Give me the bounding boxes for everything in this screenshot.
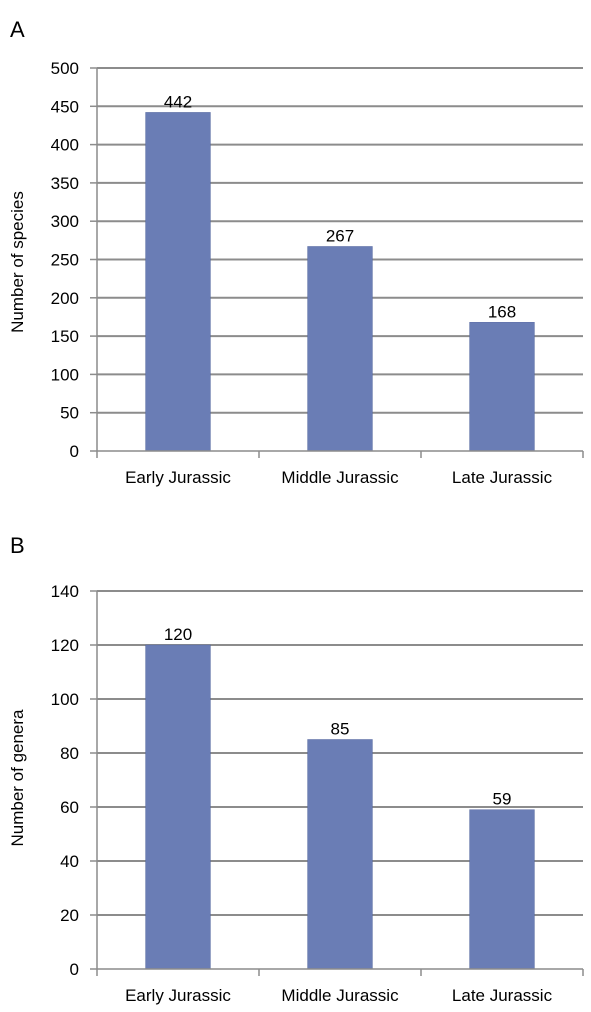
panel-a-category-label: Late Jurassic — [452, 468, 553, 487]
panel-b-data-label: 120 — [164, 625, 192, 644]
panel-a-bar — [307, 246, 373, 452]
panel-a-ytick-label: 100 — [51, 365, 79, 384]
panel-a-data-labels: 442 267 168 — [164, 92, 516, 321]
panel-a-data-label: 267 — [326, 226, 354, 245]
panel-a-ytick-label: 450 — [51, 97, 79, 116]
panel-a-ytick-label: 150 — [51, 327, 79, 346]
panel-b-bar — [307, 739, 373, 970]
panel-a: A Number of species 0 50 100 150 200 250 300 35… — [8, 17, 584, 487]
panel-b-data-label: 85 — [331, 720, 350, 739]
panel-a-data-label: 442 — [164, 92, 192, 111]
panel-b-category-label: Early Jurassic — [125, 986, 231, 1005]
panel-b-ytick-label: 140 — [51, 582, 79, 601]
panel-b-bar — [145, 644, 211, 970]
panel-a-data-label: 168 — [488, 302, 516, 321]
panel-a-ytick-label: 350 — [51, 174, 79, 193]
panel-a-ytick-label: 400 — [51, 136, 79, 155]
panel-a-categories: Early Jurassic Middle Jurassic Late Jurass… — [125, 468, 552, 487]
panel-b-yticks: 0 20 40 60 80 100 120 140 — [51, 582, 79, 979]
panel-b-ytick-label: 60 — [60, 798, 79, 817]
panel-b-ytick-label: 20 — [60, 906, 79, 925]
panel-b-category-label: Late Jurassic — [452, 986, 553, 1005]
panel-b-ytick-label: 120 — [51, 636, 79, 655]
panel-b-ytick-label: 40 — [60, 852, 79, 871]
panel-a-ytick-label: 300 — [51, 212, 79, 231]
panel-a-ytick-label: 250 — [51, 251, 79, 270]
panel-b-letter: B — [10, 533, 25, 558]
panel-b-categories: Early Jurassic Middle Jurassic Late Jurass… — [125, 986, 552, 1005]
panel-a-bars — [145, 112, 535, 452]
panel-b-category-label: Middle Jurassic — [281, 986, 399, 1005]
panel-b-bars — [145, 644, 535, 970]
panel-b-data-label: 59 — [493, 790, 512, 809]
panel-a-ytick-label: 500 — [51, 59, 79, 78]
panel-b-ytick-label: 80 — [60, 744, 79, 763]
panel-b-ytick-label: 0 — [70, 960, 79, 979]
panel-b-axes — [90, 590, 584, 976]
panel-a-bar — [145, 112, 211, 452]
panel-a-yticks: 0 50 100 150 200 250 300 350 400 450 500 — [51, 59, 79, 461]
panel-b: B Number of genera 0 20 40 60 80 100 120 140 12… — [8, 533, 584, 1005]
panel-a-ytick-label: 0 — [70, 442, 79, 461]
panel-b-ytick-label: 100 — [51, 690, 79, 709]
panel-a-category-label: Early Jurassic — [125, 468, 231, 487]
panel-a-ytick-label: 50 — [60, 404, 79, 423]
panel-a-ylabel: Number of species — [8, 191, 27, 333]
panel-a-ytick-label: 200 — [51, 289, 79, 308]
panel-a-bar — [469, 322, 535, 452]
panel-b-data-labels: 120 85 59 — [164, 625, 512, 809]
panel-a-letter: A — [10, 17, 25, 42]
panel-a-category-label: Middle Jurassic — [281, 468, 399, 487]
panel-b-bar — [469, 809, 535, 970]
panel-a-axes — [90, 67, 584, 458]
panel-b-ylabel: Number of genera — [8, 709, 27, 847]
